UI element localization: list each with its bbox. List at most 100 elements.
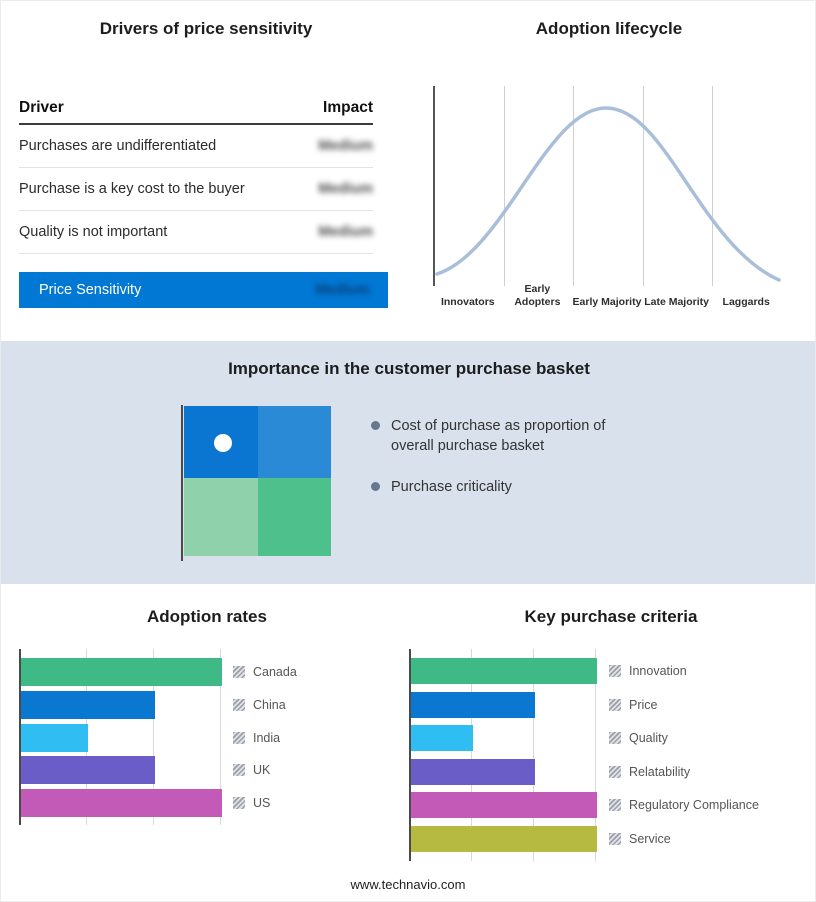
price-sensitivity-value-blurred: Medium (315, 282, 370, 298)
impact-column-header: Impact (323, 99, 373, 116)
gridline (595, 649, 596, 861)
legend-hatch-marker (609, 698, 621, 711)
legend-item: China (233, 698, 286, 712)
impact-cell-blurred: Medium (318, 224, 373, 240)
stage-label-innovators: Innovators (440, 295, 495, 308)
basket-bullet-list: Cost of purchase as proportion of overal… (371, 417, 639, 520)
key-purchase-criteria-bars (411, 649, 791, 861)
quadrant-cell-bottom-left (184, 478, 258, 556)
legend-hatch-marker (609, 732, 621, 745)
bar-regulatory-compliance (411, 792, 597, 819)
bar-innovation (411, 658, 597, 684)
legend-hatch-marker (233, 666, 245, 678)
bar-price (411, 691, 535, 718)
drivers-title: Drivers of price sensitivity (99, 19, 313, 38)
legend-item: Regulatory Compliance (609, 798, 759, 812)
quadrant-cell-top-right (258, 406, 331, 478)
bar-india (21, 723, 88, 752)
bullet-icon (371, 421, 380, 430)
legend-label: Innovation (629, 664, 687, 678)
legend-item: Relatability (609, 765, 690, 779)
legend-item: Service (609, 832, 671, 846)
bar-china (21, 690, 155, 719)
legend-item: Quality (609, 731, 668, 745)
gridline (711, 86, 713, 286)
table-row: Purchases are undifferentiated Medium (19, 125, 373, 168)
bar-us (21, 789, 222, 818)
gridline (642, 86, 644, 286)
purchase-basket-section: Importance in the customer purchase bask… (1, 341, 815, 584)
gridline (533, 649, 534, 861)
legend-hatch-marker (609, 799, 621, 812)
key-purchase-criteria-legend: Innovation Price Quality Relatability Regula… (609, 649, 809, 861)
quadrant-cell-bottom-right (258, 478, 331, 556)
driver-cell: Quality is not important (19, 224, 168, 240)
legend-item: UK (233, 763, 270, 777)
driver-column-header: Driver (19, 99, 64, 116)
legend-label: Regulatory Compliance (629, 798, 759, 813)
legend-label: Service (629, 832, 671, 846)
legend-hatch-marker (233, 698, 245, 711)
gridline (573, 86, 575, 286)
legend-label: China (253, 697, 286, 712)
legend-label: India (253, 730, 281, 745)
y-axis-line (409, 649, 411, 861)
importance-quadrant (184, 406, 331, 556)
table-row: Purchase is a key cost to the buyer Medi… (19, 168, 373, 211)
drivers-table: Driver Impact Purchases are undifferenti… (19, 93, 373, 254)
legend-label: Price (629, 697, 658, 712)
bar-quality (411, 725, 473, 752)
adoption-rates-title: Adoption rates (147, 607, 267, 626)
legend-label: Relatability (629, 764, 691, 779)
lifecycle-stage-labels: Innovators Early Adopters Early Majority… (433, 283, 781, 308)
legend-label: Canada (253, 665, 297, 679)
bullet-text: Purchase criticality (391, 479, 512, 496)
legend-item: India (233, 731, 280, 745)
table-row: Quality is not important Medium (19, 211, 373, 254)
stage-label-early-adopters: Early Adopters (514, 283, 561, 308)
gridline (504, 86, 506, 286)
key-purchase-criteria-title: Key purchase criteria (524, 607, 698, 626)
legend-item: US (233, 796, 270, 810)
bar-uk (21, 756, 155, 785)
bullet-item: Cost of purchase as proportion of overal… (371, 417, 639, 456)
quadrant-cell-top-left (184, 406, 258, 478)
bar-canada (21, 658, 222, 686)
table-header-row: Driver Impact (19, 93, 373, 125)
gridline (471, 649, 472, 861)
price-sensitivity-label: Price Sensitivity (39, 282, 142, 298)
legend-label: US (253, 796, 271, 811)
gridline (153, 649, 154, 825)
gridline (220, 649, 221, 825)
impact-cell-blurred: Medium (318, 181, 373, 197)
bar-relatability (411, 758, 535, 785)
impact-cell-blurred: Medium (318, 138, 373, 154)
legend-hatch-marker (609, 665, 621, 677)
legend-item: Canada (233, 665, 297, 679)
legend-hatch-marker (609, 833, 621, 845)
adoption-rates-bars (21, 649, 401, 825)
driver-cell: Purchase is a key cost to the buyer (19, 181, 245, 197)
bar-service (411, 826, 597, 852)
adoption-lifecycle-chart (433, 86, 781, 286)
lifecycle-title: Adoption lifecycle (535, 19, 683, 38)
legend-item: Price (609, 698, 657, 712)
stage-label-early-majority: Early Majority (572, 295, 642, 308)
bell-curve (435, 106, 781, 282)
legend-hatch-marker (233, 764, 245, 777)
legend-hatch-marker (233, 797, 245, 810)
legend-hatch-marker (233, 731, 245, 744)
website-text: www.technavio.com (350, 877, 466, 892)
basket-title: Importance in the customer purchase bask… (228, 359, 590, 378)
quadrant-axis-line (181, 405, 183, 561)
price-sensitivity-banner: Price Sensitivity Medium (19, 272, 388, 308)
adoption-rates-legend: Canada China India UK US (233, 649, 403, 825)
legend-label: UK (253, 763, 271, 778)
bullet-item: Purchase criticality (371, 478, 639, 498)
legend-item: Innovation (609, 664, 687, 678)
quadrant-marker-dot (214, 434, 232, 452)
stage-label-laggards: Laggards (722, 295, 770, 308)
driver-cell: Purchases are undifferentiated (19, 138, 217, 154)
bullet-icon (371, 482, 380, 492)
